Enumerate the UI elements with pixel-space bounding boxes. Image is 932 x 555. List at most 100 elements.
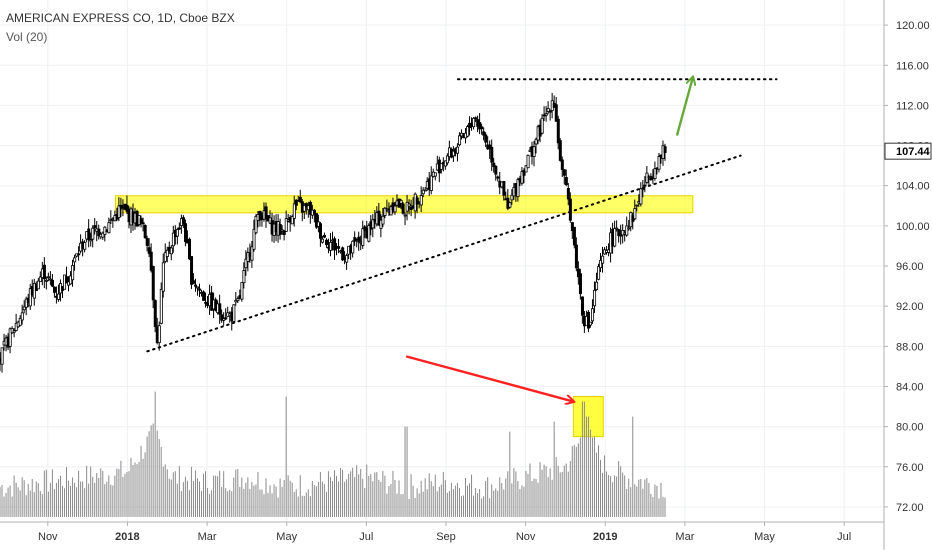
- candle-body: [407, 203, 411, 207]
- candle-body: [576, 268, 580, 278]
- time-tick-label: Jul: [359, 531, 373, 543]
- candle-body: [534, 138, 538, 145]
- candle-body: [405, 201, 409, 212]
- candle-body: [540, 117, 544, 134]
- candle-body: [627, 227, 631, 230]
- candle-body: [429, 175, 433, 191]
- candle-body: [548, 110, 552, 113]
- price-tick-label: 120.00: [896, 20, 930, 32]
- candle-body: [458, 135, 462, 146]
- price-tick-label: 96.00: [896, 261, 924, 273]
- candle-body: [524, 165, 528, 173]
- candle-body: [165, 249, 169, 257]
- candle-body: [423, 189, 427, 192]
- candle-body: [264, 206, 268, 219]
- candle-body: [20, 312, 24, 321]
- candle-body: [143, 225, 147, 239]
- volume-bars: [0, 391, 666, 517]
- candle-body: [403, 214, 407, 217]
- candle-body: [8, 328, 12, 347]
- candle-body: [415, 197, 419, 205]
- price-tick-label: 76.00: [896, 462, 924, 474]
- candle-body: [22, 306, 26, 311]
- price-tick-label: 80.00: [896, 422, 924, 434]
- candle-body: [421, 189, 425, 195]
- candle-body: [325, 239, 329, 246]
- candle-body: [433, 172, 437, 177]
- candle-body: [641, 188, 645, 191]
- candle-body: [361, 228, 365, 246]
- candle-body: [526, 154, 530, 169]
- price-tick-label: 100.00: [896, 221, 930, 233]
- candle-body: [77, 253, 81, 256]
- price-tick-label: 84.00: [896, 381, 924, 393]
- candle-body: [163, 252, 167, 262]
- candle-body: [159, 288, 163, 324]
- candle-body: [196, 286, 200, 289]
- time-tick-label: 2018: [115, 531, 139, 543]
- candle-body: [337, 246, 341, 249]
- candle-body: [321, 238, 325, 243]
- candle-body: [443, 160, 447, 167]
- candle-body: [190, 256, 194, 285]
- candle-body: [494, 165, 498, 175]
- candle-body: [151, 266, 155, 301]
- candle-body: [87, 228, 91, 241]
- candle-body: [57, 293, 61, 300]
- candle-body: [554, 104, 558, 122]
- candle-body: [357, 236, 361, 243]
- candle-body: [613, 228, 617, 247]
- candle-body: [532, 146, 536, 157]
- candle-body: [188, 238, 192, 260]
- candle-body: [522, 170, 526, 176]
- candle-body: [258, 210, 262, 221]
- candle-body: [643, 184, 647, 187]
- candle-body: [290, 216, 294, 225]
- candle-body: [574, 244, 578, 269]
- time-tick-label: May: [276, 531, 297, 543]
- candle-body: [589, 321, 593, 326]
- candle-body: [107, 222, 111, 234]
- candle-body: [345, 255, 349, 263]
- candle-body: [445, 155, 449, 164]
- candle-body: [218, 303, 222, 315]
- candle-body: [242, 270, 246, 284]
- candle-body: [53, 286, 57, 293]
- time-tick-label: Mar: [675, 531, 694, 543]
- candle-body: [490, 146, 494, 163]
- candle-body: [383, 207, 387, 216]
- candle-body: [169, 247, 173, 255]
- chart-legend-title: AMERICAN EXPRESS CO, 1D, Cboe BZX: [6, 11, 235, 25]
- candle-body: [42, 264, 46, 280]
- candle-body: [71, 265, 75, 281]
- candle-body: [202, 291, 206, 301]
- candle-body: [460, 132, 464, 137]
- candle-body: [0, 347, 4, 365]
- time-tick-label: Nov: [516, 531, 536, 543]
- candle-body: [516, 179, 520, 198]
- candle-body: [240, 282, 244, 300]
- candle-body: [593, 289, 597, 307]
- candle-body: [44, 279, 48, 282]
- candle-body: [466, 126, 470, 137]
- price-tick-label: 72.00: [896, 502, 924, 514]
- candle-body: [333, 238, 337, 251]
- candle-body: [566, 187, 570, 200]
- candle-body: [472, 117, 476, 128]
- candle-body: [298, 196, 302, 203]
- candle-body: [502, 180, 506, 196]
- candle-body: [639, 188, 643, 205]
- time-tick-label: Mar: [198, 531, 217, 543]
- candle-body: [619, 234, 623, 237]
- candle-body: [520, 171, 524, 184]
- trend-line: [146, 154, 742, 353]
- candle-body: [97, 228, 101, 237]
- annotation-arrow: [405, 355, 573, 401]
- candle-body: [244, 258, 248, 269]
- candle-body: [496, 176, 500, 179]
- last-price-label: 107.44: [896, 146, 931, 158]
- candle-body: [385, 208, 389, 211]
